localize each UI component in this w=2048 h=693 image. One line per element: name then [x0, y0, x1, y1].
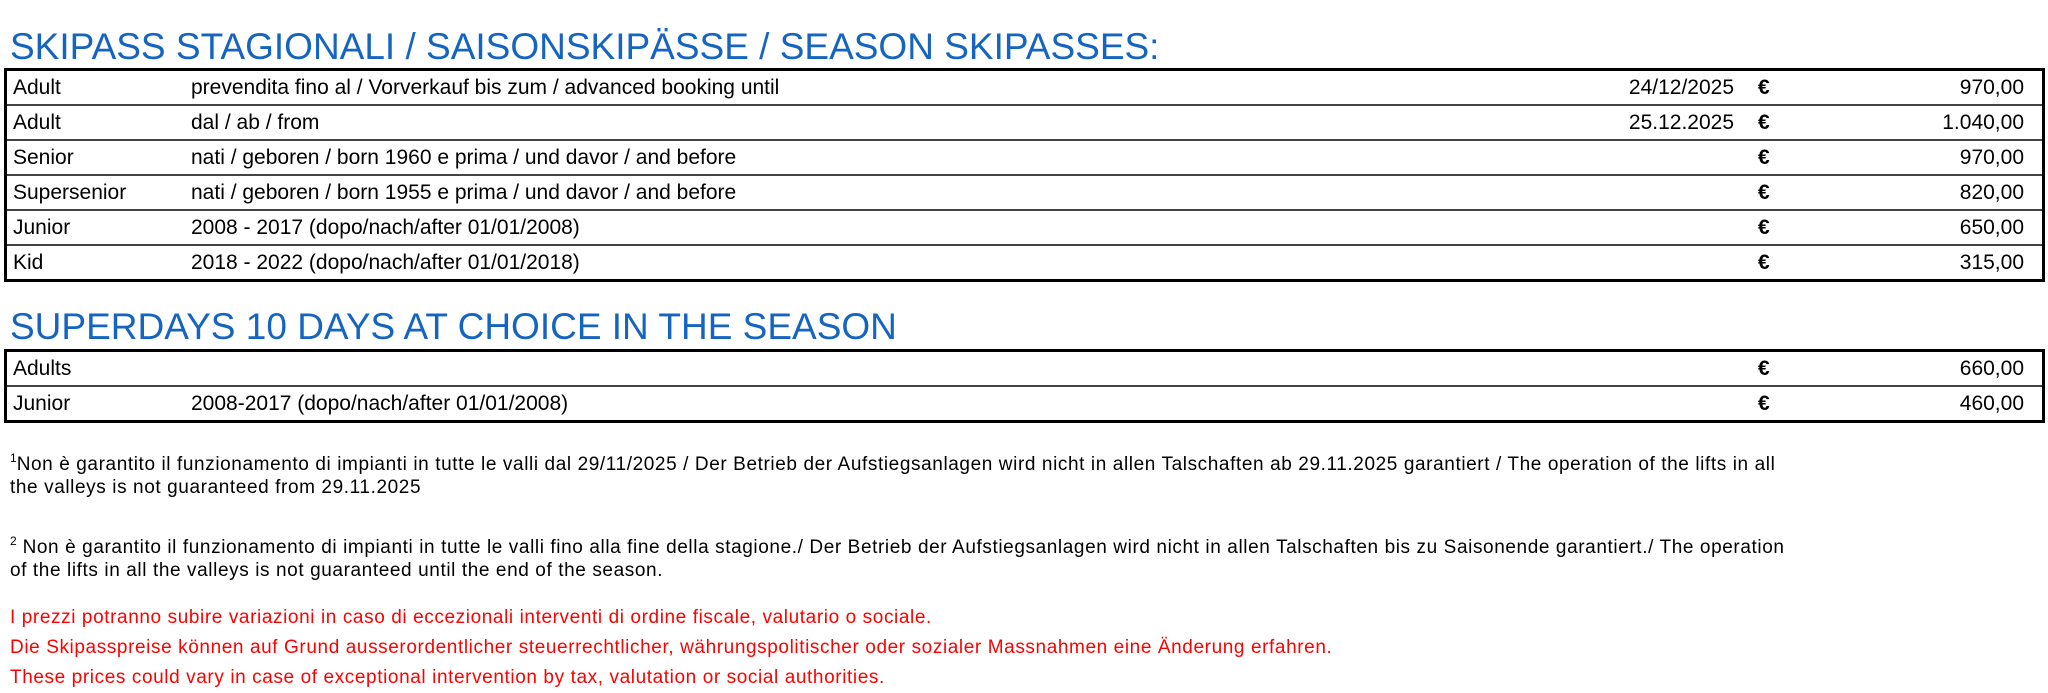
row-label: Kid	[5, 244, 185, 281]
table-row: Adult prevendita fino al / Vorverkauf bis…	[6, 70, 2044, 106]
footnote-text: Non è garantito il funzionamento di impi…	[16, 537, 1785, 558]
row-price: 660,00	[1959, 357, 2024, 380]
currency-symbol: €	[1734, 104, 1818, 140]
footnote-mark: 1	[10, 451, 17, 465]
currency-symbol: €	[1734, 385, 1818, 422]
table-row: Junior 2008 - 2017 (dopo/nach/after 01/01…	[5, 209, 2044, 245]
row-description: 2008-2017 (dopo/nach/after 01/01/2008)	[185, 385, 1594, 422]
row-price: 970,00	[1959, 76, 2024, 99]
disclaimer-german: Die Skipasspreise können auf Grund ausse…	[10, 637, 1333, 658]
footnote-text: of the lifts in all the valleys is not g…	[10, 560, 664, 581]
footnote-1: 1Non è garantito il funzionamento di imp…	[10, 443, 2040, 503]
row-label: Junior	[5, 209, 185, 245]
table-row: Supersenior nati / geboren / born 1955 e …	[5, 174, 2044, 210]
row-date	[1594, 385, 1734, 422]
row-description	[185, 351, 1594, 387]
row-date	[1594, 351, 1734, 387]
row-label: Adults	[13, 357, 72, 380]
currency-symbol: €	[1758, 357, 1770, 380]
row-description: nati / geboren / born 1960 e prima / und…	[185, 139, 1594, 175]
table-row: Senior nati / geboren / born 1960 e prima…	[5, 139, 2044, 175]
currency-symbol: €	[1734, 139, 1818, 175]
row-description: prevendita fino al / Vorverkauf bis zum …	[191, 76, 780, 99]
currency-symbol: €	[1734, 209, 1818, 245]
row-price: 650,00	[1818, 209, 2044, 245]
row-label: Supersenior	[5, 174, 185, 210]
row-date	[1594, 209, 1734, 245]
row-date: 25.12.2025	[1594, 104, 1734, 140]
currency-symbol: €	[1734, 174, 1818, 210]
row-label: Adult	[5, 104, 185, 140]
row-date	[1594, 174, 1734, 210]
row-price: 820,00	[1818, 174, 2044, 210]
currency-symbol: €	[1758, 76, 1770, 99]
table-row: Junior 2008-2017 (dopo/nach/after 01/01/2…	[5, 385, 2044, 422]
footnote-text: Non è garantito il funzionamento di impi…	[16, 454, 1776, 475]
row-label: Junior	[5, 385, 185, 422]
row-price: 1.040,00	[1818, 104, 2044, 140]
footnote-mark: 2	[10, 534, 17, 548]
row-price: 460,00	[1818, 385, 2044, 422]
superdays-price-table: Adults €660,00 Junior 2008-2017 (dopo/nach/…	[4, 349, 2045, 423]
row-description: 2008 - 2017 (dopo/nach/after 01/01/2008)	[185, 209, 1594, 245]
disclaimer-italian: I prezzi potranno subire variazioni in c…	[10, 607, 932, 628]
table-row: Kid 2018 - 2022 (dopo/nach/after 01/01/20…	[5, 244, 2044, 281]
season-skipasses-heading: SKIPASS STAGIONALI / SAISONSKIPÄSSE / SE…	[10, 26, 1160, 67]
table-row: Adults €660,00	[6, 351, 2044, 387]
row-date	[1594, 244, 1734, 281]
row-date: 24/12/2025	[1628, 76, 1734, 99]
currency-symbol: €	[1734, 244, 1818, 281]
row-description: nati / geboren / born 1955 e prima / und…	[185, 174, 1594, 210]
price-disclaimer: I prezzi potranno subire variazioni in c…	[10, 603, 2040, 693]
disclaimer-english: These prices could vary in case of excep…	[10, 667, 885, 688]
season-price-table: Adult prevendita fino al / Vorverkauf bis…	[4, 68, 2045, 282]
row-description: 2018 - 2022 (dopo/nach/after 01/01/2018)	[185, 244, 1594, 281]
footnote-2: 2 Non è garantito il funzionamento di im…	[10, 526, 2040, 586]
table-row: Adult dal / ab / from 25.12.2025 €1.040,00	[5, 104, 2044, 140]
row-label: Adult	[13, 76, 61, 99]
row-date	[1594, 139, 1734, 175]
row-label: Senior	[5, 139, 185, 175]
row-price: 970,00	[1818, 139, 2044, 175]
row-price: 315,00	[1818, 244, 2044, 281]
row-description: dal / ab / from	[185, 104, 1594, 140]
superdays-heading: SUPERDAYS 10 DAYS AT CHOICE IN THE SEASO…	[10, 306, 897, 347]
footnote-text: the valleys is not guaranteed from 29.11…	[10, 477, 422, 498]
